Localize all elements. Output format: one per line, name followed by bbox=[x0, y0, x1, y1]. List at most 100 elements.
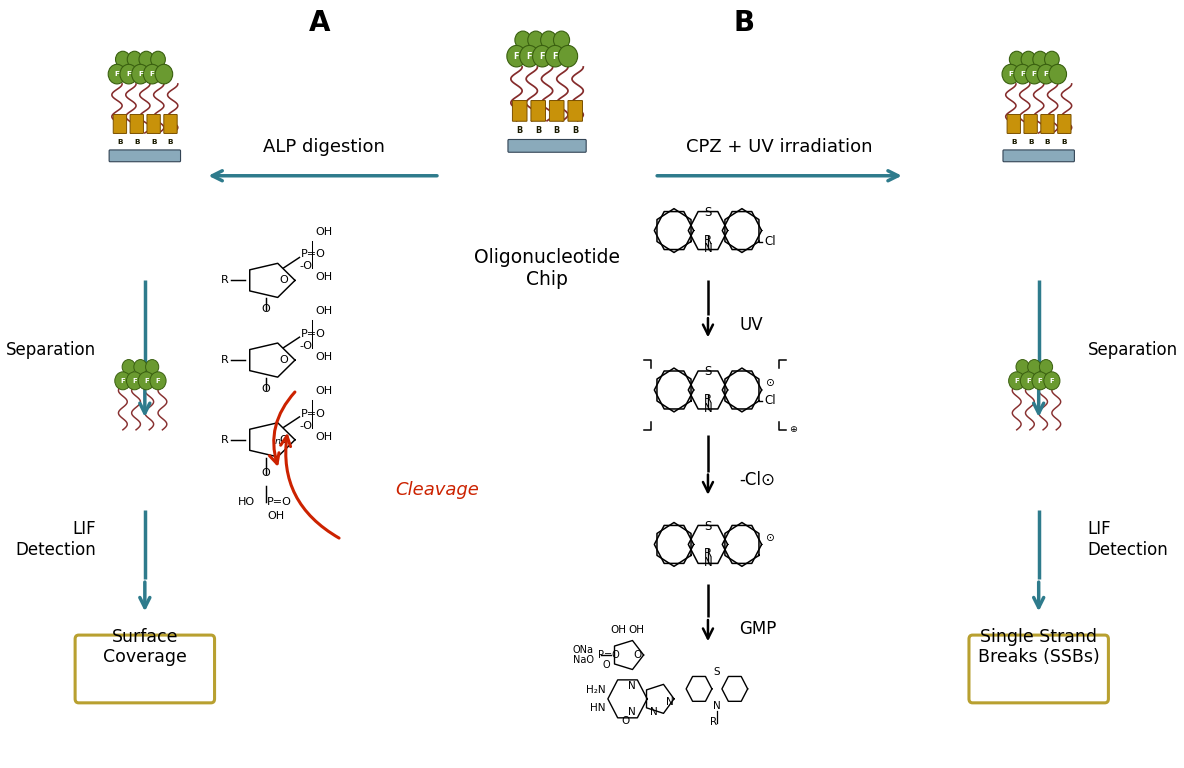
Text: F: F bbox=[1015, 378, 1019, 384]
Text: -Cl⊙: -Cl⊙ bbox=[739, 471, 776, 488]
Text: O: O bbox=[622, 716, 630, 726]
Text: B: B bbox=[516, 126, 523, 135]
Circle shape bbox=[1037, 65, 1055, 84]
Circle shape bbox=[1021, 51, 1036, 68]
Text: R: R bbox=[709, 717, 716, 727]
Text: B: B bbox=[1028, 139, 1034, 145]
Text: F: F bbox=[1038, 378, 1042, 384]
Circle shape bbox=[1016, 359, 1029, 374]
Text: Cl: Cl bbox=[765, 235, 776, 248]
Text: F: F bbox=[133, 378, 137, 384]
FancyBboxPatch shape bbox=[109, 150, 180, 162]
Text: Single Strand
Breaks (SSBs): Single Strand Breaks (SSBs) bbox=[978, 627, 1100, 667]
Text: N: N bbox=[628, 707, 636, 717]
FancyBboxPatch shape bbox=[114, 114, 127, 134]
Text: Separation: Separation bbox=[6, 341, 96, 359]
Text: N: N bbox=[628, 680, 636, 690]
FancyBboxPatch shape bbox=[969, 635, 1108, 703]
Text: Separation: Separation bbox=[1088, 341, 1178, 359]
Text: A: A bbox=[308, 9, 330, 38]
Text: R: R bbox=[704, 548, 712, 561]
Text: R: R bbox=[704, 233, 712, 247]
FancyBboxPatch shape bbox=[147, 114, 160, 134]
Text: O: O bbox=[279, 355, 288, 365]
Text: O: O bbox=[279, 435, 288, 445]
Circle shape bbox=[507, 45, 526, 67]
Text: S: S bbox=[704, 519, 712, 532]
Text: R: R bbox=[221, 435, 229, 445]
Text: ⊕: ⊕ bbox=[790, 425, 797, 434]
Text: ALP digestion: ALP digestion bbox=[263, 137, 385, 156]
Text: O: O bbox=[262, 304, 270, 314]
Text: OH: OH bbox=[611, 625, 626, 635]
Circle shape bbox=[134, 359, 147, 374]
Text: F: F bbox=[1009, 71, 1014, 77]
Circle shape bbox=[1025, 65, 1043, 84]
Text: R: R bbox=[704, 393, 712, 406]
Text: N: N bbox=[703, 556, 713, 569]
Text: OH: OH bbox=[316, 273, 333, 283]
Text: OH: OH bbox=[316, 352, 333, 362]
Text: B: B bbox=[554, 126, 560, 135]
Circle shape bbox=[143, 65, 161, 84]
Circle shape bbox=[1032, 51, 1048, 68]
Text: N: N bbox=[703, 402, 713, 415]
Circle shape bbox=[1032, 372, 1048, 390]
Text: O: O bbox=[262, 384, 270, 394]
Text: O: O bbox=[603, 660, 610, 670]
Text: B: B bbox=[1044, 139, 1050, 145]
Circle shape bbox=[1014, 65, 1031, 84]
Text: P=O: P=O bbox=[268, 497, 292, 507]
Circle shape bbox=[1044, 372, 1060, 390]
Circle shape bbox=[533, 45, 552, 67]
FancyBboxPatch shape bbox=[513, 101, 527, 121]
Text: F: F bbox=[144, 378, 149, 384]
Text: GMP: GMP bbox=[739, 620, 777, 638]
Text: F: F bbox=[1049, 378, 1054, 384]
Circle shape bbox=[122, 359, 135, 374]
Text: B: B bbox=[168, 139, 173, 145]
FancyBboxPatch shape bbox=[1008, 114, 1021, 134]
Text: B: B bbox=[535, 126, 541, 135]
Circle shape bbox=[150, 51, 166, 68]
FancyBboxPatch shape bbox=[75, 635, 214, 703]
Circle shape bbox=[1002, 65, 1019, 84]
Text: P=O: P=O bbox=[301, 329, 326, 339]
Text: N: N bbox=[650, 707, 658, 717]
Text: F: F bbox=[156, 378, 160, 384]
Circle shape bbox=[116, 51, 130, 68]
Text: F: F bbox=[553, 51, 558, 61]
Text: ⊙: ⊙ bbox=[765, 379, 774, 389]
Text: UV: UV bbox=[739, 316, 762, 334]
Circle shape bbox=[127, 51, 142, 68]
Text: S: S bbox=[704, 365, 712, 378]
Circle shape bbox=[541, 31, 556, 49]
Circle shape bbox=[155, 65, 173, 84]
Text: R: R bbox=[221, 355, 229, 365]
Text: Cleavage: Cleavage bbox=[395, 481, 480, 498]
Text: F: F bbox=[1021, 71, 1025, 77]
FancyBboxPatch shape bbox=[130, 114, 143, 134]
Text: B: B bbox=[572, 126, 578, 135]
Text: OH: OH bbox=[316, 386, 333, 396]
Text: CPZ + UV irradiation: CPZ + UV irradiation bbox=[687, 137, 873, 156]
Text: F: F bbox=[1031, 71, 1037, 77]
Text: OH: OH bbox=[629, 625, 644, 635]
Text: OH: OH bbox=[316, 432, 333, 442]
Text: LIF
Detection: LIF Detection bbox=[1088, 520, 1169, 559]
Text: N: N bbox=[667, 697, 674, 707]
Circle shape bbox=[1010, 51, 1024, 68]
Circle shape bbox=[139, 51, 154, 68]
FancyBboxPatch shape bbox=[1024, 114, 1037, 134]
Text: ONa: ONa bbox=[573, 645, 593, 655]
Text: -O: -O bbox=[300, 261, 313, 271]
Circle shape bbox=[108, 65, 126, 84]
Text: P=O: P=O bbox=[301, 409, 326, 419]
FancyBboxPatch shape bbox=[1003, 150, 1074, 162]
Text: F: F bbox=[149, 71, 155, 77]
Circle shape bbox=[139, 372, 154, 390]
Circle shape bbox=[127, 372, 142, 390]
Circle shape bbox=[1049, 65, 1067, 84]
Text: F: F bbox=[527, 51, 532, 61]
Circle shape bbox=[553, 31, 570, 49]
